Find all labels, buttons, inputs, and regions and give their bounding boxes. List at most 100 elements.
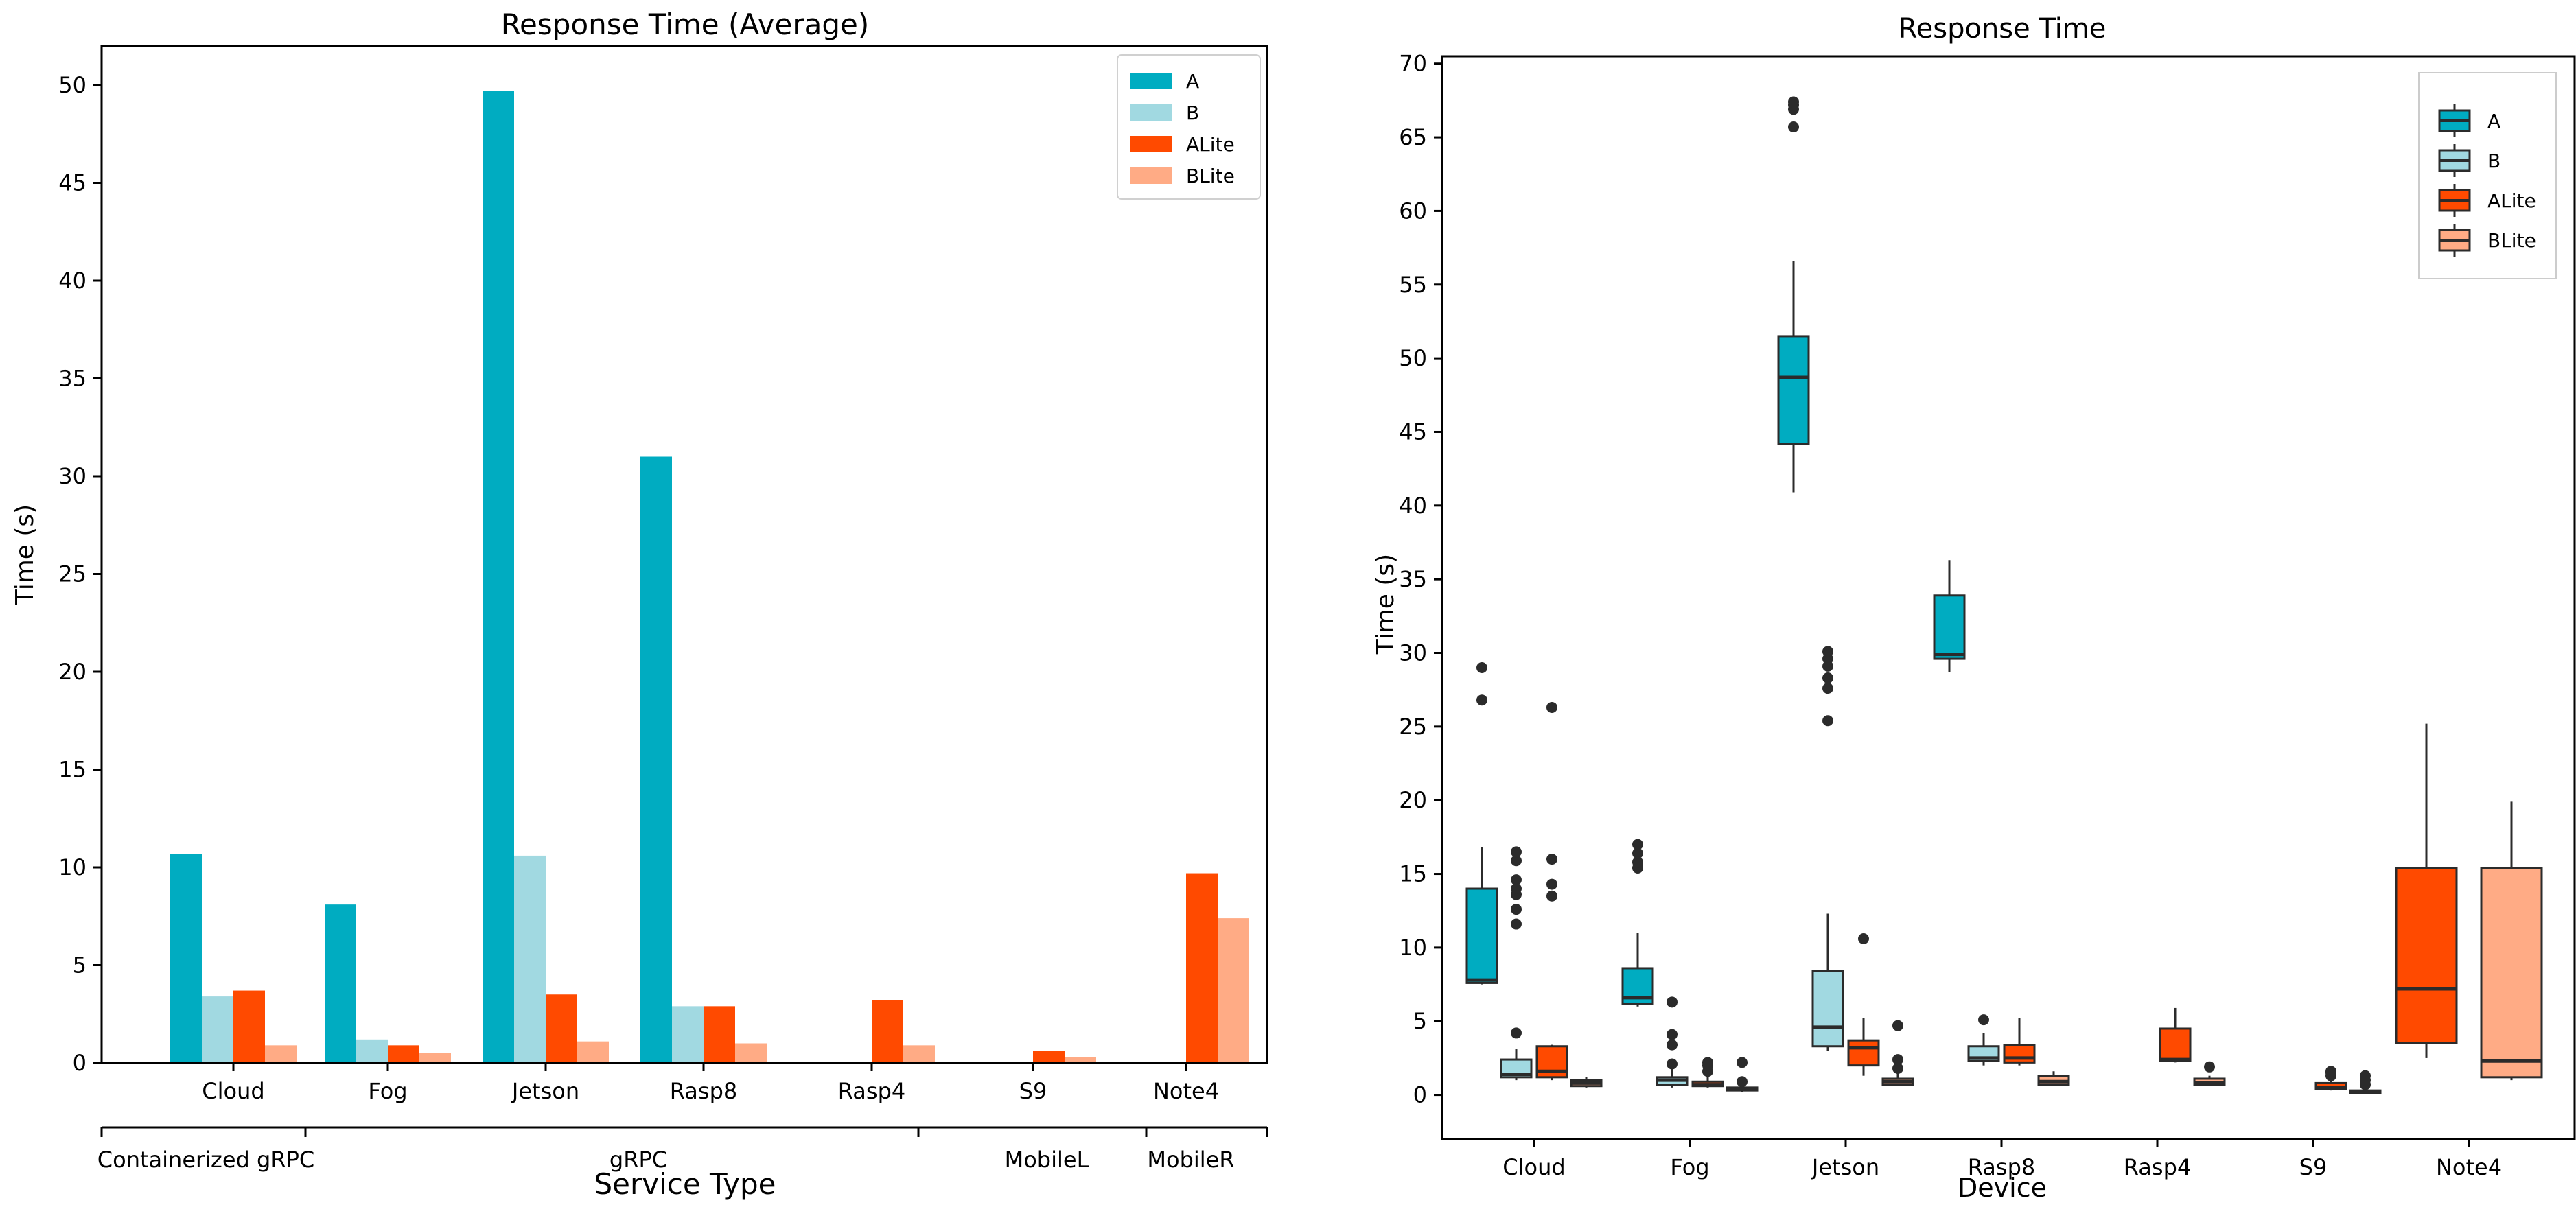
box-chart-y-axis: 0 5 10 15 20 25 30 35 40 45 50 55 60 65 70	[1399, 51, 1442, 1108]
box-a-fog-outlier	[1632, 856, 1643, 868]
bar-alite-s9	[1033, 1051, 1065, 1063]
box-alite-cloud-outlier	[1546, 854, 1557, 865]
bar-chart-y-axis: 0 5 10 15 20 25 30 35 40 45 50	[58, 72, 102, 1076]
x-tick-label-cloud: Cloud	[1502, 1154, 1565, 1180]
legend-label-a: A	[1186, 70, 1199, 93]
bar-blite-s9	[1065, 1057, 1096, 1063]
box-chart-title: Response Time	[1899, 13, 2107, 45]
box-blite-jetson-outlier	[1892, 1062, 1903, 1074]
box-blite-fog-outlier	[1737, 1057, 1748, 1068]
bar-alite-jetson	[546, 994, 577, 1063]
bar-a-jetson	[483, 91, 514, 1063]
y-tick-label: 0	[73, 1050, 86, 1076]
y-tick-label: 0	[1413, 1082, 1427, 1108]
bar-chart-legend: AB ALite BLite	[1117, 54, 1261, 200]
bar-chart-x-axis-label: Service Type	[594, 1167, 776, 1201]
x-tick-label-jetson: Jetson	[1811, 1154, 1879, 1180]
box-b-cloud-outlier	[1511, 883, 1522, 895]
box-a-fog-outlier	[1632, 847, 1643, 859]
box-blite-jetson-outlier	[1892, 1054, 1903, 1066]
bar-b-fog	[356, 1039, 388, 1063]
box-b-cloud-outlier	[1511, 918, 1522, 930]
bar-chart-x-axis: Cloud Fog Jetson Rasp8 Rasp4 S9 Note4	[202, 1063, 1219, 1104]
bar-alite-rasp4	[872, 1000, 903, 1063]
y-tick-label: 50	[58, 72, 86, 98]
box-b-cloud-outlier	[1511, 904, 1522, 915]
x-tick-label-rasp8: Rasp8	[1968, 1154, 2035, 1180]
y-tick-label: 25	[1399, 714, 1427, 740]
box-alite-jetson	[1847, 1039, 1880, 1067]
bar-chart-title: Response Time (Average)	[501, 8, 869, 41]
box-chart-boxes	[1465, 96, 2543, 1094]
y-tick-label: 30	[58, 463, 86, 489]
box-chart-y-axis-label: Time (s)	[1371, 554, 1400, 655]
group-label-mobilel: MobileL	[1005, 1147, 1089, 1173]
box-blite-rasp4-outlier	[2204, 1061, 2215, 1073]
y-tick-label: 25	[58, 561, 86, 587]
x-tick-label-fog: Fog	[1670, 1154, 1709, 1180]
bar-alite-rasp8	[704, 1006, 735, 1063]
legend-frame	[1117, 54, 1261, 200]
group-label-mobiler: MobileR	[1147, 1147, 1234, 1173]
x-tick-label-note4: Note4	[2436, 1154, 2502, 1180]
bar-b-cloud	[202, 996, 233, 1063]
box-b-cloud-outlier	[1511, 1027, 1522, 1039]
box-b-jetson-outlier	[1822, 715, 1833, 727]
bar-blite-fog	[419, 1053, 451, 1063]
legend-label-alite: ALite	[1186, 133, 1235, 156]
y-tick-label: 30	[1399, 640, 1427, 666]
box-a-jetson-outlier	[1788, 96, 1799, 108]
y-tick-label: 65	[1399, 124, 1427, 150]
bar-chart-y-axis-label: Time (s)	[11, 504, 39, 605]
y-tick-label: 55	[1399, 272, 1427, 298]
box-a-cloud-outlier	[1476, 694, 1487, 706]
y-tick-label: 20	[58, 659, 86, 685]
box-chart-legend: AB ALite BLite	[2418, 72, 2557, 279]
y-tick-label: 15	[1399, 861, 1427, 887]
legend-label-b: B	[1186, 102, 1199, 124]
box-chart-x-axis: Cloud Fog Jetson Rasp8 Rasp4 S9 Note4	[1502, 1139, 2502, 1180]
legend-label-b: B	[2487, 150, 2500, 172]
group-label-grpc: gRPC	[610, 1147, 667, 1173]
bar-blite-rasp4	[903, 1045, 935, 1063]
y-tick-label: 15	[58, 757, 86, 783]
box-a-jetson	[1777, 335, 1810, 445]
box-b-fog-outlier	[1667, 996, 1678, 1008]
box-b-fog-outlier	[1667, 1058, 1678, 1070]
y-tick-label: 70	[1399, 51, 1427, 77]
x-tick-label-s9: S9	[1019, 1078, 1047, 1104]
box-alite-rasp4	[2159, 1027, 2192, 1062]
box-alite-cloud-outlier	[1546, 701, 1557, 713]
legend-label-blite: BLite	[1186, 165, 1235, 187]
bar-blite-rasp8	[735, 1043, 767, 1063]
box-chart-x-axis-label: Device	[1958, 1173, 2047, 1203]
box-alite-cloud-outlier	[1546, 878, 1557, 890]
y-tick-label: 35	[58, 366, 86, 392]
box-blite-note4	[2480, 867, 2543, 1079]
box-b-cloud-outlier	[1511, 874, 1522, 886]
y-tick-label: 45	[58, 170, 86, 196]
box-a-cloud-outlier	[1476, 661, 1487, 673]
y-tick-label: 5	[1413, 1008, 1427, 1034]
box-b-jetson-outlier	[1822, 683, 1833, 694]
box-b-fog-outlier	[1667, 1039, 1678, 1051]
x-tick-label-cloud: Cloud	[202, 1078, 264, 1104]
bar-b-jetson	[514, 855, 546, 1063]
legend-label-blite: BLite	[2487, 229, 2536, 252]
box-b-cloud-outlier	[1511, 855, 1522, 867]
box-a-fog-outlier	[1632, 839, 1643, 850]
bar-blite-note4	[1218, 918, 1249, 1063]
x-tick-label-jetson: Jetson	[511, 1078, 579, 1104]
bar-chart-group-axis: Containerized gRPC gRPC MobileL MobileR	[97, 1126, 1268, 1173]
x-tick-label-rasp8: Rasp8	[670, 1078, 737, 1104]
bar-blite-jetson	[577, 1041, 609, 1063]
y-tick-label: 10	[58, 854, 86, 880]
y-tick-label: 35	[1399, 566, 1427, 592]
bar-blite-cloud	[265, 1045, 297, 1063]
x-tick-label-s9: S9	[2299, 1154, 2328, 1180]
bar-alite-note4	[1186, 873, 1218, 1063]
bar-a-rasp8	[640, 456, 672, 1063]
bar-chart-plot-frame	[100, 45, 1268, 1064]
legend-label-alite: ALite	[2487, 189, 2536, 212]
